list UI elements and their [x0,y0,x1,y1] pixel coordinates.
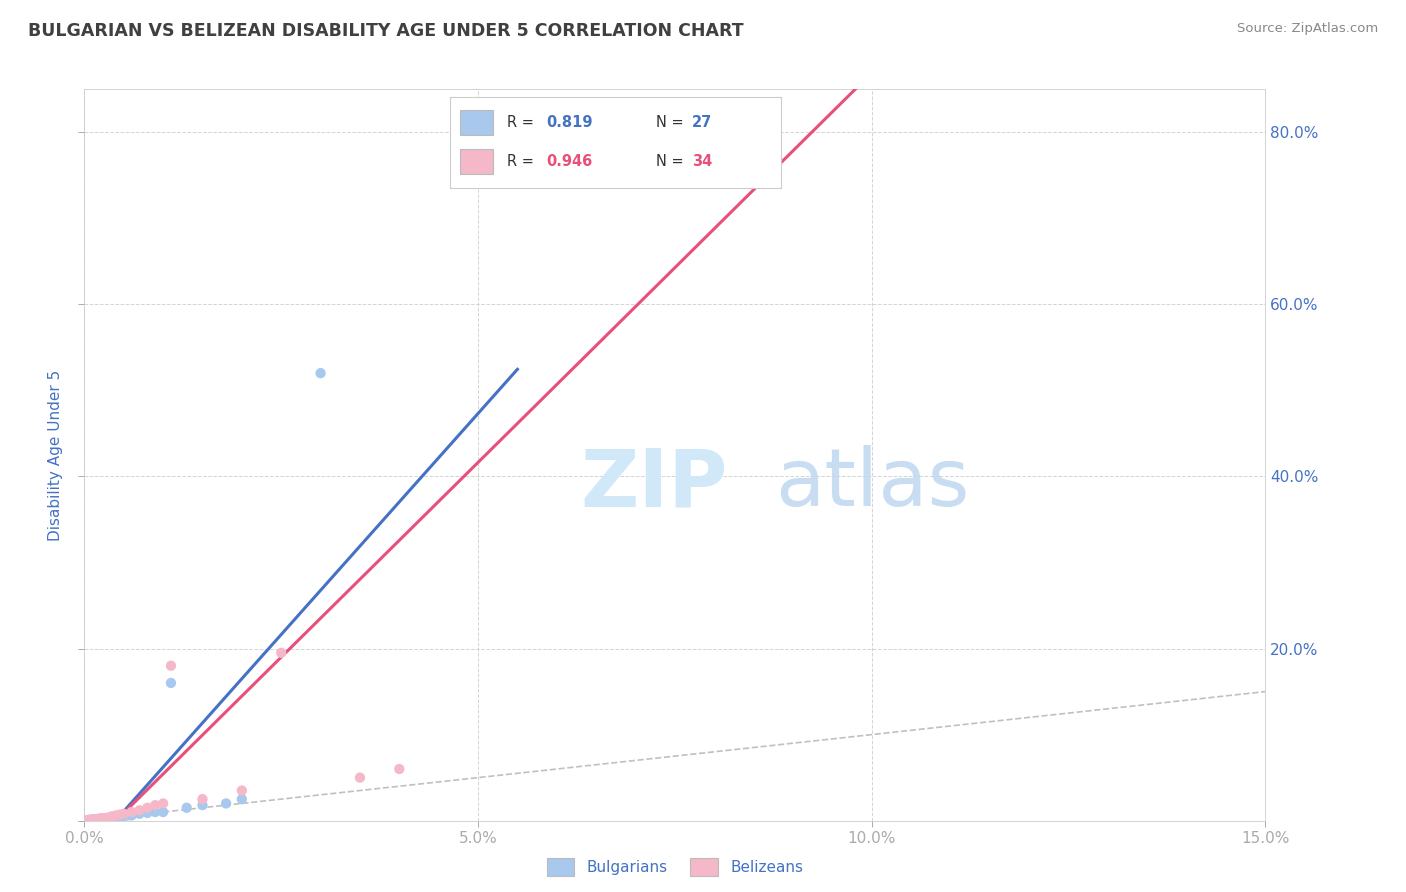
Point [77,813,100,827]
Point [97,811,120,825]
Point [76,814,98,828]
Text: ZIP: ZIP [581,445,728,524]
Point [160,676,183,690]
Point [89,812,111,826]
Point [89,812,111,826]
Point [83,813,105,827]
Point [191,792,214,806]
Point [191,798,214,813]
Point [84,813,107,827]
Point [160,658,183,673]
Point [349,771,371,785]
Point [82,813,104,827]
Y-axis label: Disability Age Under 5: Disability Age Under 5 [48,369,63,541]
Point [90,812,112,826]
Point [84,813,107,827]
Text: BULGARIAN VS BELIZEAN DISABILITY AGE UNDER 5 CORRELATION CHART: BULGARIAN VS BELIZEAN DISABILITY AGE UND… [28,22,744,40]
Point [93,812,115,826]
Point [79,813,101,827]
Text: atlas: atlas [775,445,970,524]
Point [87,812,110,826]
Point [176,801,198,815]
Point [90,812,112,826]
Legend: Bulgarians, Belizeans: Bulgarians, Belizeans [540,852,810,882]
Point [97,811,120,825]
Point [87,813,110,827]
Point [87,812,110,826]
Point [309,366,332,380]
Point [152,805,174,819]
Point [96,811,118,825]
Point [96,811,118,825]
Point [101,809,124,823]
Point [231,783,253,797]
Point [703,134,725,148]
Point [143,805,166,819]
Point [79,813,101,827]
Point [112,806,135,821]
Point [152,797,174,811]
Point [108,807,131,822]
Point [79,813,101,827]
Point [121,808,143,822]
Point [136,805,159,820]
Point [117,808,139,822]
Point [143,798,166,813]
Point [83,813,105,827]
Point [101,810,124,824]
Point [624,143,647,157]
Point [270,646,292,660]
Point [83,813,105,827]
Point [215,797,238,811]
Point [93,811,115,825]
Point [388,762,411,776]
Point [112,809,135,823]
Point [77,814,100,828]
Point [121,805,143,819]
Text: Source: ZipAtlas.com: Source: ZipAtlas.com [1237,22,1378,36]
Point [104,808,127,822]
Point [82,813,104,827]
Point [128,806,150,821]
Point [231,792,253,806]
Point [136,801,159,815]
Point [104,810,127,824]
Point [108,809,131,823]
Point [128,803,150,817]
